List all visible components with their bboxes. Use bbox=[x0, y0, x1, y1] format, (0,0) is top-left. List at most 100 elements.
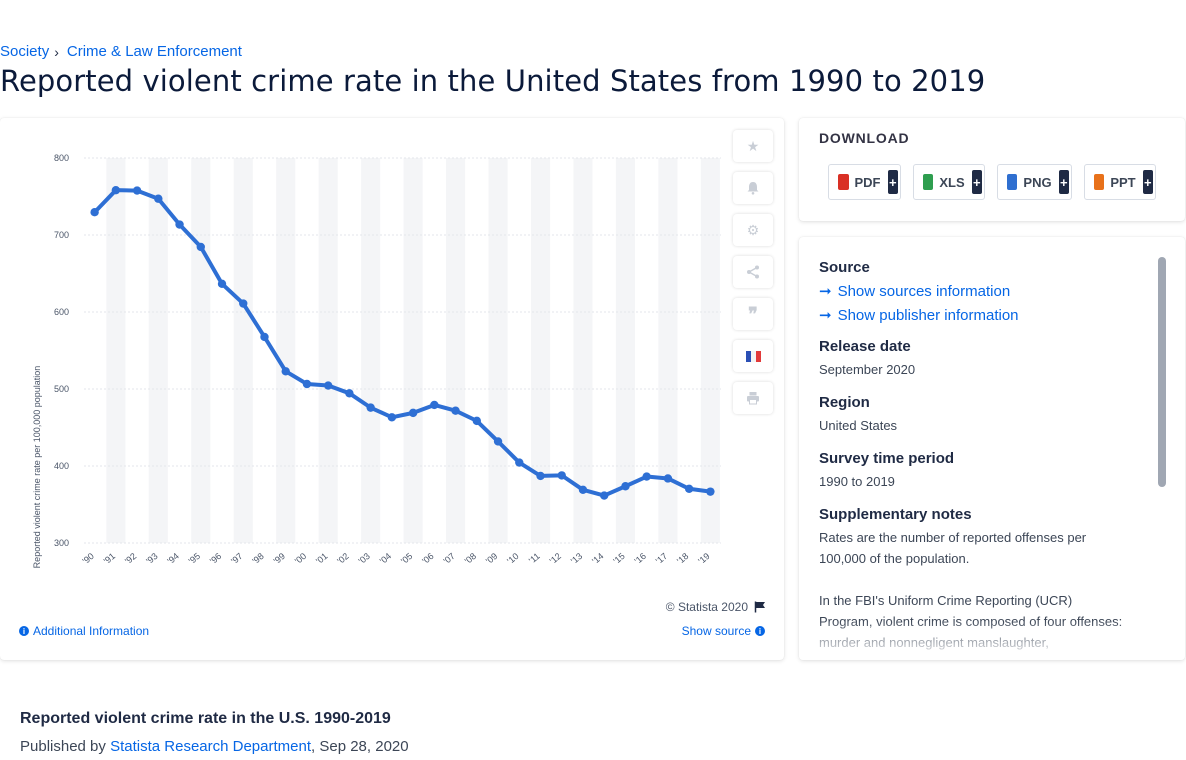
download-ppt-button[interactable]: PPT + bbox=[1084, 164, 1156, 200]
share-button[interactable] bbox=[733, 256, 773, 288]
data-point[interactable] bbox=[493, 437, 503, 446]
cite-button[interactable]: ❞ bbox=[733, 298, 773, 330]
column-band bbox=[318, 158, 338, 543]
page-title: Reported violent crime rate in the Unite… bbox=[0, 64, 986, 98]
x-tick-label: '92 bbox=[123, 551, 138, 566]
data-point[interactable] bbox=[642, 472, 651, 481]
x-tick-label: '04 bbox=[378, 551, 393, 566]
y-tick-label: 700 bbox=[54, 230, 69, 240]
data-point[interactable] bbox=[621, 482, 630, 491]
data-point[interactable] bbox=[281, 367, 290, 376]
data-point[interactable] bbox=[90, 208, 99, 217]
data-point[interactable] bbox=[451, 406, 460, 415]
data-point[interactable] bbox=[557, 471, 566, 480]
data-point[interactable] bbox=[366, 403, 375, 412]
column-band bbox=[361, 158, 381, 543]
data-point[interactable] bbox=[600, 491, 609, 500]
language-button[interactable] bbox=[733, 340, 773, 372]
statistic-info-card: Source ➞ Show sources information ➞ Show… bbox=[799, 237, 1185, 660]
data-point[interactable] bbox=[578, 485, 588, 494]
data-point[interactable] bbox=[472, 416, 482, 426]
info-content: Source ➞ Show sources information ➞ Show… bbox=[819, 259, 1129, 660]
data-point[interactable] bbox=[154, 194, 163, 203]
x-tick-label: '18 bbox=[675, 551, 690, 566]
settings-button[interactable]: ⚙ bbox=[733, 214, 773, 246]
data-point[interactable] bbox=[239, 299, 248, 308]
x-tick-label: '13 bbox=[569, 551, 584, 566]
download-png-button[interactable]: PNG + bbox=[997, 164, 1072, 200]
data-point[interactable] bbox=[536, 471, 545, 481]
column-band bbox=[148, 158, 168, 543]
ppt-file-icon bbox=[1094, 174, 1105, 190]
column-band bbox=[191, 158, 211, 543]
x-tick-label: '94 bbox=[165, 551, 180, 566]
breadcrumb-crime-law[interactable]: Crime & Law Enforcement bbox=[66, 43, 242, 60]
show-source-link[interactable]: Show source i bbox=[682, 624, 765, 638]
x-tick-label: '98 bbox=[250, 551, 265, 566]
publisher-link[interactable]: Statista Research Department bbox=[110, 738, 312, 755]
x-tick-label: '09 bbox=[484, 551, 499, 566]
download-png-label: PNG bbox=[1023, 174, 1052, 190]
y-tick-label: 600 bbox=[54, 307, 69, 317]
info-icon: i bbox=[755, 626, 765, 636]
data-point[interactable] bbox=[387, 413, 397, 422]
x-tick-label: '01 bbox=[314, 551, 329, 566]
data-point[interactable] bbox=[345, 389, 354, 398]
data-point[interactable] bbox=[408, 408, 418, 418]
info-icon: i bbox=[19, 626, 29, 636]
download-card: DOWNLOAD PDF + XLS + PNG + PPT + bbox=[799, 118, 1185, 221]
data-point[interactable] bbox=[684, 484, 694, 493]
data-point[interactable] bbox=[111, 185, 121, 195]
data-point[interactable] bbox=[196, 242, 205, 252]
share-icon bbox=[747, 265, 759, 279]
copyright-text: © Statista 2020 bbox=[665, 600, 748, 614]
download-pdf-button[interactable]: PDF + bbox=[828, 164, 901, 200]
data-point[interactable] bbox=[132, 186, 142, 195]
plus-icon: + bbox=[971, 170, 982, 194]
column-band bbox=[573, 158, 593, 543]
favorite-button[interactable]: ★ bbox=[733, 130, 773, 162]
data-point[interactable] bbox=[175, 220, 184, 229]
x-tick-label: '15 bbox=[611, 551, 626, 566]
star-icon: ★ bbox=[746, 137, 760, 154]
show-sources-label: Show sources information bbox=[837, 283, 1011, 300]
column-band bbox=[276, 158, 296, 543]
supplementary-notes-text-1: Rates are the number of reported offense… bbox=[819, 530, 1087, 566]
download-pdf-label: PDF bbox=[854, 174, 881, 190]
release-date-value: September 2020 bbox=[819, 362, 916, 377]
supplementary-notes-label: Supplementary notes bbox=[819, 506, 972, 523]
survey-period-value: 1990 to 2019 bbox=[819, 474, 895, 489]
arrow-right-icon: ➞ bbox=[819, 307, 832, 324]
column-band bbox=[530, 158, 551, 543]
additional-information-link[interactable]: i Additional Information bbox=[19, 624, 149, 638]
data-point[interactable] bbox=[260, 332, 269, 342]
breadcrumb-society[interactable]: Society bbox=[0, 43, 50, 60]
chart-svg[interactable]: 300 400 500 600 700 800 '90 '91 '92 '93 '94 '95 '96… bbox=[0, 118, 784, 588]
info-scrollbar[interactable] bbox=[1158, 257, 1166, 487]
x-tick-label: '17 bbox=[654, 551, 669, 566]
publication-date: , Sep 28, 2020 bbox=[311, 738, 409, 755]
print-button[interactable] bbox=[733, 382, 773, 414]
notification-button[interactable] bbox=[733, 172, 773, 204]
flag-icon[interactable] bbox=[754, 601, 766, 613]
release-date-label: Release date bbox=[819, 338, 911, 355]
survey-period-label: Survey time period bbox=[819, 450, 955, 467]
x-tick-label: '19 bbox=[696, 551, 711, 566]
show-publisher-link[interactable]: ➞ Show publisher information bbox=[819, 304, 1129, 328]
data-point[interactable] bbox=[515, 458, 524, 467]
data-point[interactable] bbox=[663, 474, 673, 483]
data-point[interactable] bbox=[430, 400, 439, 410]
download-xls-button[interactable]: XLS + bbox=[913, 164, 985, 200]
column-band bbox=[446, 158, 466, 543]
data-point[interactable] bbox=[706, 487, 715, 496]
y-tick-label: 800 bbox=[54, 153, 69, 163]
show-sources-link[interactable]: ➞ Show sources information bbox=[819, 280, 1129, 304]
fade-overlay bbox=[799, 620, 1185, 660]
pdf-file-icon bbox=[838, 174, 849, 190]
data-point[interactable] bbox=[302, 379, 312, 389]
download-xls-label: XLS bbox=[939, 174, 965, 190]
data-point[interactable] bbox=[217, 279, 227, 289]
data-point[interactable] bbox=[323, 381, 333, 390]
region-value: United States bbox=[819, 418, 898, 433]
column-band bbox=[700, 158, 720, 543]
